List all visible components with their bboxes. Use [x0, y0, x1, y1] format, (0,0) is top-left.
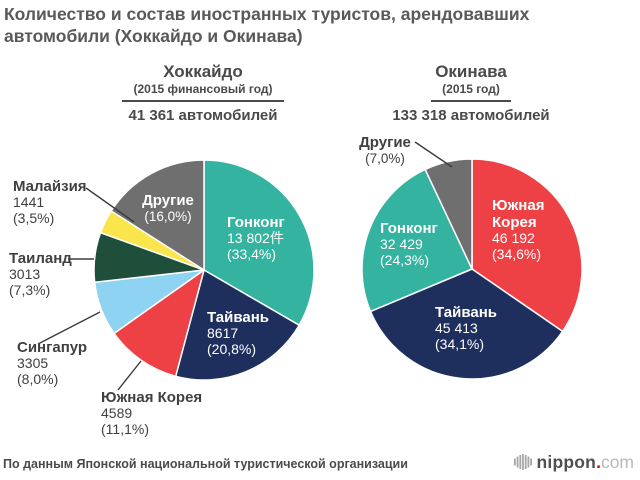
label-hokkaido-hong-kong: Гонконг 13 802件 (33,4%): [227, 214, 285, 262]
hokkaido-region-title: Хоккайдо: [163, 62, 243, 81]
label-hokkaido-taiwan: Тайвань 8617 (20,8%): [207, 309, 269, 357]
pie-slice-okinawa-2: [361, 168, 473, 313]
okinawa-region-title: Окинава: [435, 62, 507, 81]
hokkaido-pie-chart: [93, 159, 315, 381]
label-okinawa-hong-kong: Гонконг 32 429 (24,3%): [380, 220, 438, 268]
label-hokkaido-singapore: Сингапур 3305 (8,0%): [17, 339, 88, 387]
hokkaido-period: (2015 финансовый год): [133, 82, 273, 96]
page-title: Количество и состав иностранных туристов…: [4, 4, 530, 46]
okinawa-pie-chart: [361, 158, 583, 380]
okinawa-total: 133 318 автомобилей: [392, 107, 550, 124]
label-hokkaido-other: Другие (16,0%): [142, 192, 194, 224]
hokkaido-total: 41 361 автомобилей: [128, 107, 278, 124]
pie-slice-hokkaido-1: [174, 269, 300, 381]
logo-dot: .: [596, 451, 601, 472]
label-okinawa-taiwan: Тайвань 45 413 (34,1%): [435, 304, 497, 352]
label-okinawa-south-korea: Южная Корея 46 192 (34,6%): [492, 197, 545, 262]
nippon-logo: nippon. com: [513, 451, 634, 473]
pie-slice-hokkaido-2: [113, 269, 205, 378]
source-note: По данным Японской национальной туристич…: [3, 457, 408, 471]
okinawa-header: Окинава (2015 год) 133 318 автомобилей: [351, 62, 591, 124]
pie-slice-okinawa-0: [471, 158, 583, 333]
label-hokkaido-malaysia: Малайзия 1441 (3,5%): [13, 178, 87, 226]
okinawa-divider: [431, 100, 511, 102]
label-hokkaido-thailand: Таиланд 3013 (7,3%): [9, 250, 72, 298]
hokkaido-divider: [122, 100, 284, 102]
label-okinawa-other: Другие (7,0%): [359, 134, 411, 166]
nippon-logo-icon: [513, 454, 532, 470]
okinawa-period: (2015 год): [442, 82, 500, 96]
label-hokkaido-south-korea: Южная Корея 4589 (11,1%): [101, 389, 203, 437]
logo-tld-text: com: [600, 451, 634, 472]
logo-brand-text: nippon: [536, 451, 597, 472]
pie-slice-okinawa-1: [369, 268, 564, 380]
hokkaido-header: Хоккайдо (2015 финансовый год) 41 361 ав…: [83, 62, 323, 124]
pie-slice-hokkaido-0: [203, 159, 315, 326]
